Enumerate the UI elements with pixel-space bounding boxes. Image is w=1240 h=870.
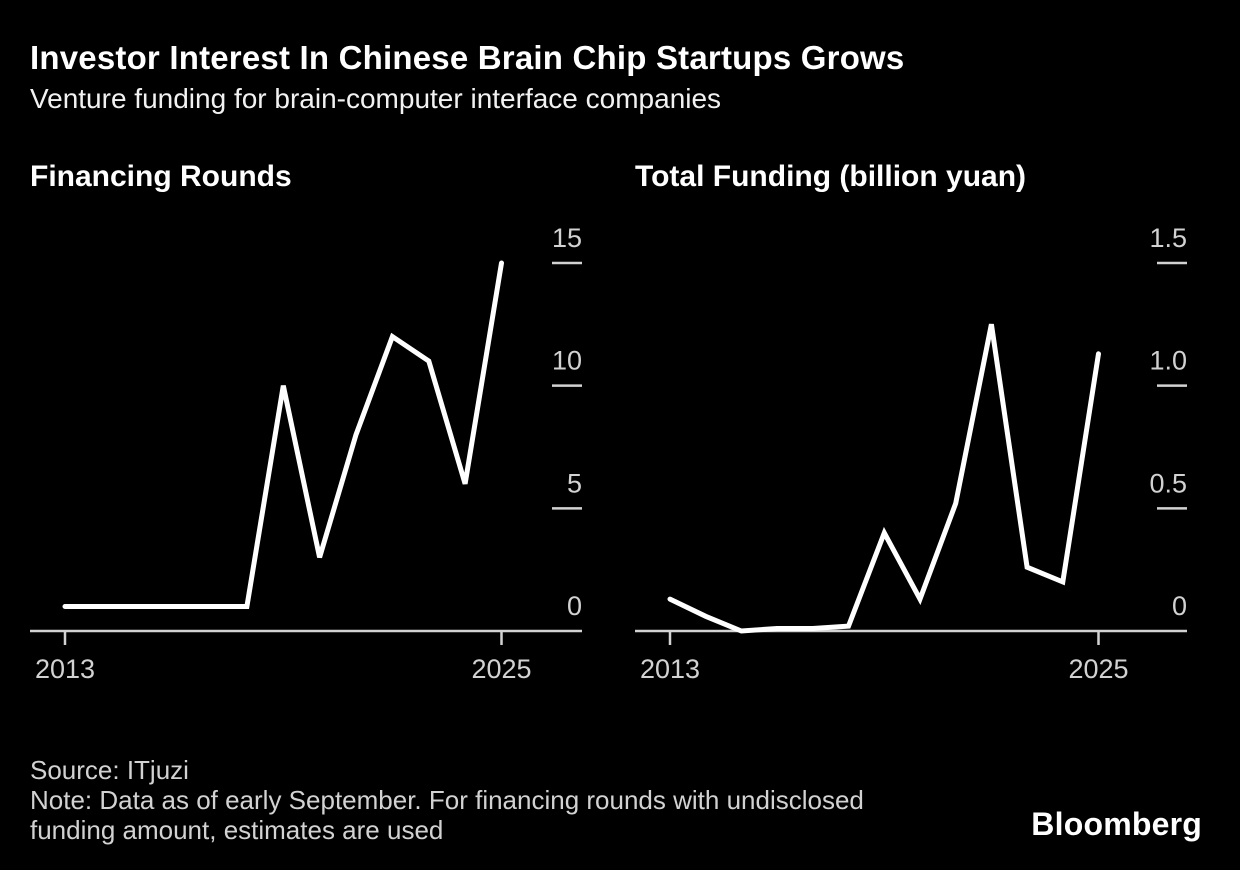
y-axis-label: 15 <box>552 223 582 253</box>
y-axis-label: 0 <box>1172 591 1187 621</box>
page-subtitle: Venture funding for brain-computer inter… <box>30 83 722 114</box>
charts-canvas: 2013 2025 0 5 10 15 2013 2025 0 0.5 1.0 1.5 <box>30 223 1187 684</box>
source-text: Source: ITjuzi <box>30 755 189 785</box>
data-line-financing-rounds <box>62 260 504 609</box>
y-axis-label: 0.5 <box>1149 468 1187 498</box>
x-axis-label: 2013 <box>640 654 700 684</box>
note-text-line2: funding amount, estimates are used <box>30 815 444 845</box>
y-axis-label: 1.0 <box>1149 346 1187 376</box>
chart-title-total-funding: Total Funding (billion yuan) <box>635 160 1027 193</box>
page-title: Investor Interest In Chinese Brain Chip … <box>30 39 905 76</box>
x-axis-label: 2025 <box>471 654 531 684</box>
data-line-total-funding <box>667 323 1101 634</box>
note-text-line1: Note: Data as of early September. For fi… <box>30 785 864 815</box>
x-axis-label: 2013 <box>35 654 95 684</box>
x-axis-label: 2025 <box>1068 654 1128 684</box>
y-axis-label: 0 <box>567 591 582 621</box>
chart-title-financing-rounds: Financing Rounds <box>30 160 292 193</box>
chart-footer: Source: ITjuzi Note: Data as of early Se… <box>30 755 864 845</box>
y-axis-label: 5 <box>567 468 582 498</box>
bloomberg-logo: Bloomberg <box>1031 806 1202 842</box>
y-axis-label: 1.5 <box>1149 223 1187 253</box>
y-axis-label: 10 <box>552 346 582 376</box>
